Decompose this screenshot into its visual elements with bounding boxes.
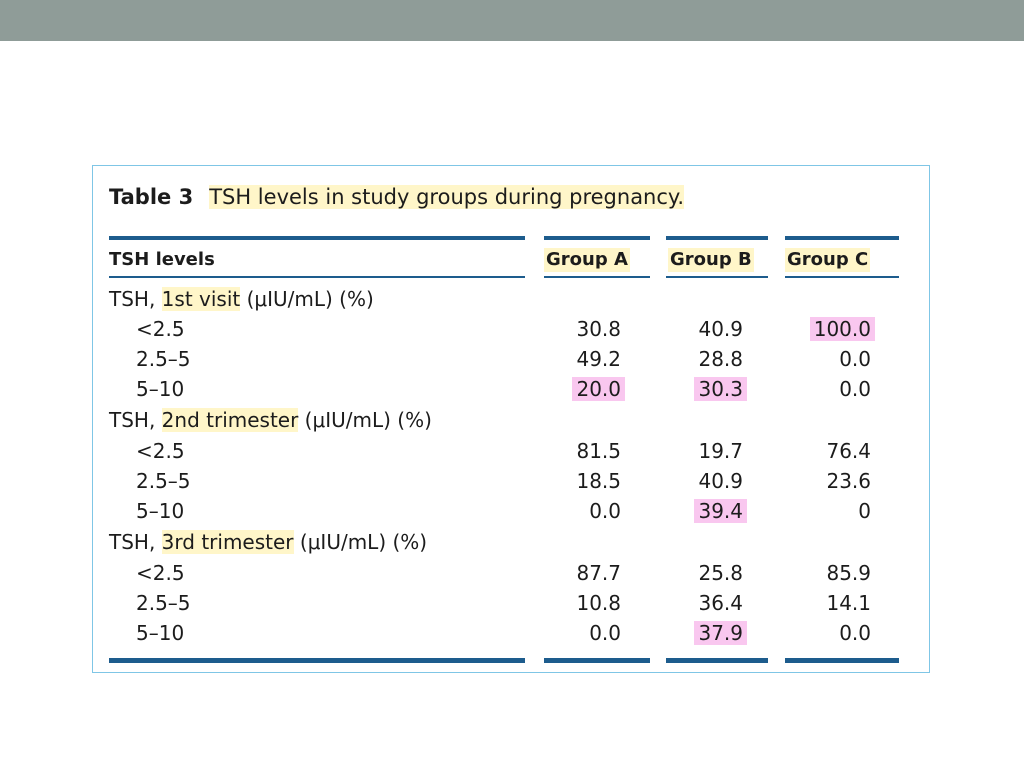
table-title: TSH levels in study groups during pregna…	[209, 185, 685, 209]
cell-group-a: 49.2	[576, 347, 621, 371]
cell-group-b: 28.8	[698, 347, 743, 371]
cell-group-c: 85.9	[826, 561, 871, 585]
header-top-rule-c	[785, 236, 899, 240]
row-label: <2.5	[136, 561, 185, 585]
section-highlight: 1st visit	[161, 287, 241, 311]
cell-group-c: 0	[858, 499, 871, 523]
table-image-frame: Table 3 TSH levels in study groups during…	[92, 165, 930, 673]
section-suffix: (μIU/mL) (%)	[240, 287, 374, 311]
cell-group-a: 87.7	[576, 561, 621, 585]
column-header-tsh-levels: TSH levels	[109, 249, 215, 270]
cell-group-b: 37.9	[659, 619, 747, 647]
cell-group-c: 0.0	[839, 621, 871, 645]
cell-group-c: 100.0	[783, 315, 875, 343]
header-top-rule-label	[109, 236, 525, 240]
row-label: <2.5	[136, 317, 185, 341]
table-number: Table 3	[109, 185, 194, 209]
section-suffix: (μIU/mL) (%)	[298, 408, 432, 432]
cell-group-c: 23.6	[826, 469, 871, 493]
header-bottom-rule-b	[666, 276, 768, 278]
section-highlight: 3rd trimester	[161, 530, 294, 554]
row-label: 5–10	[136, 499, 185, 523]
cell-group-c: 76.4	[826, 439, 871, 463]
table-bottom-rule-a	[544, 658, 650, 663]
column-header-group-b: Group B	[668, 248, 754, 272]
cell-group-a: 0.0	[589, 621, 621, 645]
cell-group-a: 30.8	[576, 317, 621, 341]
section-suffix: (μIU/mL) (%)	[293, 530, 428, 554]
cell-group-a: 10.8	[576, 591, 621, 615]
cell-group-b: 25.8	[698, 561, 743, 585]
row-label: 5–10	[136, 377, 185, 401]
slide-title-bar	[0, 0, 1024, 41]
column-header-group-a: Group A	[544, 248, 630, 272]
section-prefix: TSH,	[109, 287, 162, 311]
section-prefix: TSH,	[109, 530, 162, 554]
cell-group-b: 40.9	[698, 317, 743, 341]
row-label: <2.5	[136, 439, 185, 463]
section-label-2nd-trimester: TSH, 2nd trimester (μIU/mL) (%)	[109, 406, 432, 434]
table-bottom-rule-label	[109, 658, 525, 663]
cell-group-b: 19.7	[698, 439, 743, 463]
table-bottom-rule-c	[785, 658, 899, 663]
row-label: 2.5–5	[136, 347, 191, 371]
table-bottom-rule-b	[666, 658, 768, 663]
cell-group-b: 40.9	[698, 469, 743, 493]
table-caption: Table 3 TSH levels in study groups during…	[109, 185, 685, 209]
cell-group-c: 0.0	[839, 347, 871, 371]
cell-group-c: 0.0	[839, 377, 871, 401]
header-bottom-rule-label	[109, 276, 525, 278]
section-highlight: 2nd trimester	[161, 408, 299, 432]
cell-group-a: 20.0	[541, 375, 625, 403]
cell-group-c: 14.1	[826, 591, 871, 615]
section-label-3rd-trimester: TSH, 3rd trimester (μIU/mL) (%)	[109, 528, 427, 556]
cell-group-b: 30.3	[659, 375, 747, 403]
row-label: 2.5–5	[136, 591, 191, 615]
section-prefix: TSH,	[109, 408, 162, 432]
header-top-rule-a	[544, 236, 650, 240]
row-label: 2.5–5	[136, 469, 191, 493]
cell-group-a: 0.0	[589, 499, 621, 523]
header-top-rule-b	[666, 236, 768, 240]
cell-group-a: 81.5	[576, 439, 621, 463]
column-header-group-c: Group C	[785, 248, 871, 272]
header-bottom-rule-a	[544, 276, 650, 278]
row-label: 5–10	[136, 621, 185, 645]
cell-group-a: 18.5	[576, 469, 621, 493]
cell-group-b: 39.4	[659, 497, 747, 525]
cell-group-b: 36.4	[698, 591, 743, 615]
header-bottom-rule-c	[785, 276, 899, 278]
section-label-1st-visit: TSH, 1st visit (μIU/mL) (%)	[109, 285, 374, 313]
